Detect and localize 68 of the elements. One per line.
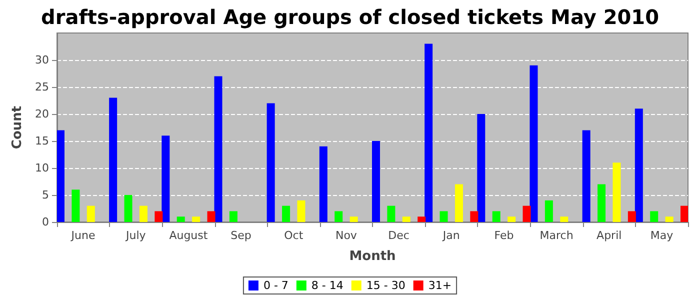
x-tick-label: May [650, 229, 674, 242]
bar [57, 130, 64, 222]
x-tick-label: Nov [335, 229, 358, 242]
bar [544, 200, 553, 222]
bar [598, 184, 606, 222]
bar [680, 206, 688, 222]
legend-label: 31+ [428, 279, 452, 292]
bar [372, 141, 380, 222]
x-tick-label: June [70, 229, 96, 242]
bar [424, 44, 433, 222]
bar [266, 103, 275, 222]
bar [176, 216, 185, 222]
bar [477, 114, 486, 222]
x-tick-label: Oct [284, 229, 304, 242]
legend-label: 15 - 30 [366, 279, 406, 292]
x-tick-label: Jan [442, 229, 460, 242]
x-tick-label: Feb [494, 229, 514, 242]
bar [470, 211, 478, 222]
bar [522, 206, 531, 222]
bar [154, 211, 163, 222]
bar [492, 211, 500, 222]
bar [530, 65, 538, 222]
chart-title: drafts-approval Age groups of closed tickets May 2010 [41, 5, 659, 29]
bar [86, 206, 95, 222]
x-axis-title: Month [349, 249, 396, 264]
bar [350, 216, 358, 222]
y-axis-title: Count [10, 106, 26, 150]
bar [440, 211, 448, 222]
legend-label: 0 - 7 [263, 279, 288, 292]
bar [207, 211, 216, 222]
y-tick-label: 30 [35, 54, 49, 66]
bar [282, 206, 290, 222]
bar [582, 130, 590, 222]
bar [297, 200, 306, 222]
bar [139, 206, 148, 222]
bar [109, 98, 118, 222]
bar [72, 190, 80, 222]
x-tick-label: Dec [388, 229, 410, 242]
bar [634, 108, 643, 222]
x-tick-label: April [596, 229, 622, 242]
bar [124, 195, 132, 222]
bar [402, 216, 410, 222]
bar [319, 146, 328, 222]
bar [612, 162, 621, 222]
x-tick-label: August [169, 229, 208, 242]
y-tick-label: 0 [42, 216, 49, 228]
bar [665, 216, 674, 222]
bar [192, 216, 200, 222]
bar [214, 76, 222, 222]
bar [418, 216, 426, 222]
bar [162, 136, 170, 222]
bar [508, 216, 516, 222]
bar [628, 211, 636, 222]
x-tick-label: July [124, 229, 146, 242]
x-tick-label: March [540, 229, 574, 242]
y-tick-label: 5 [42, 188, 49, 202]
legend-label: 8 - 14 [311, 279, 344, 292]
bar [454, 184, 463, 222]
bar [229, 211, 238, 222]
y-tick-label: 25 [35, 80, 49, 94]
bar [334, 211, 343, 222]
y-tick-label: 15 [35, 134, 49, 148]
x-tick-label: Sep [230, 229, 252, 242]
bar [560, 216, 568, 222]
y-tick-label: 10 [35, 162, 49, 174]
bar [387, 206, 396, 222]
bar [650, 211, 658, 222]
y-tick-label: 20 [35, 108, 49, 120]
